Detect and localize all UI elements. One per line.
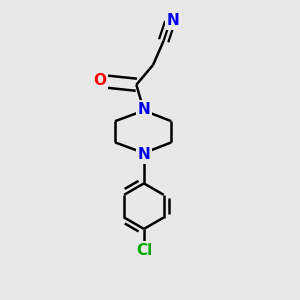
Text: Cl: Cl bbox=[136, 243, 152, 258]
Text: N: N bbox=[138, 147, 150, 162]
Text: N: N bbox=[138, 101, 150, 116]
Text: N: N bbox=[167, 14, 180, 28]
Text: O: O bbox=[93, 73, 106, 88]
